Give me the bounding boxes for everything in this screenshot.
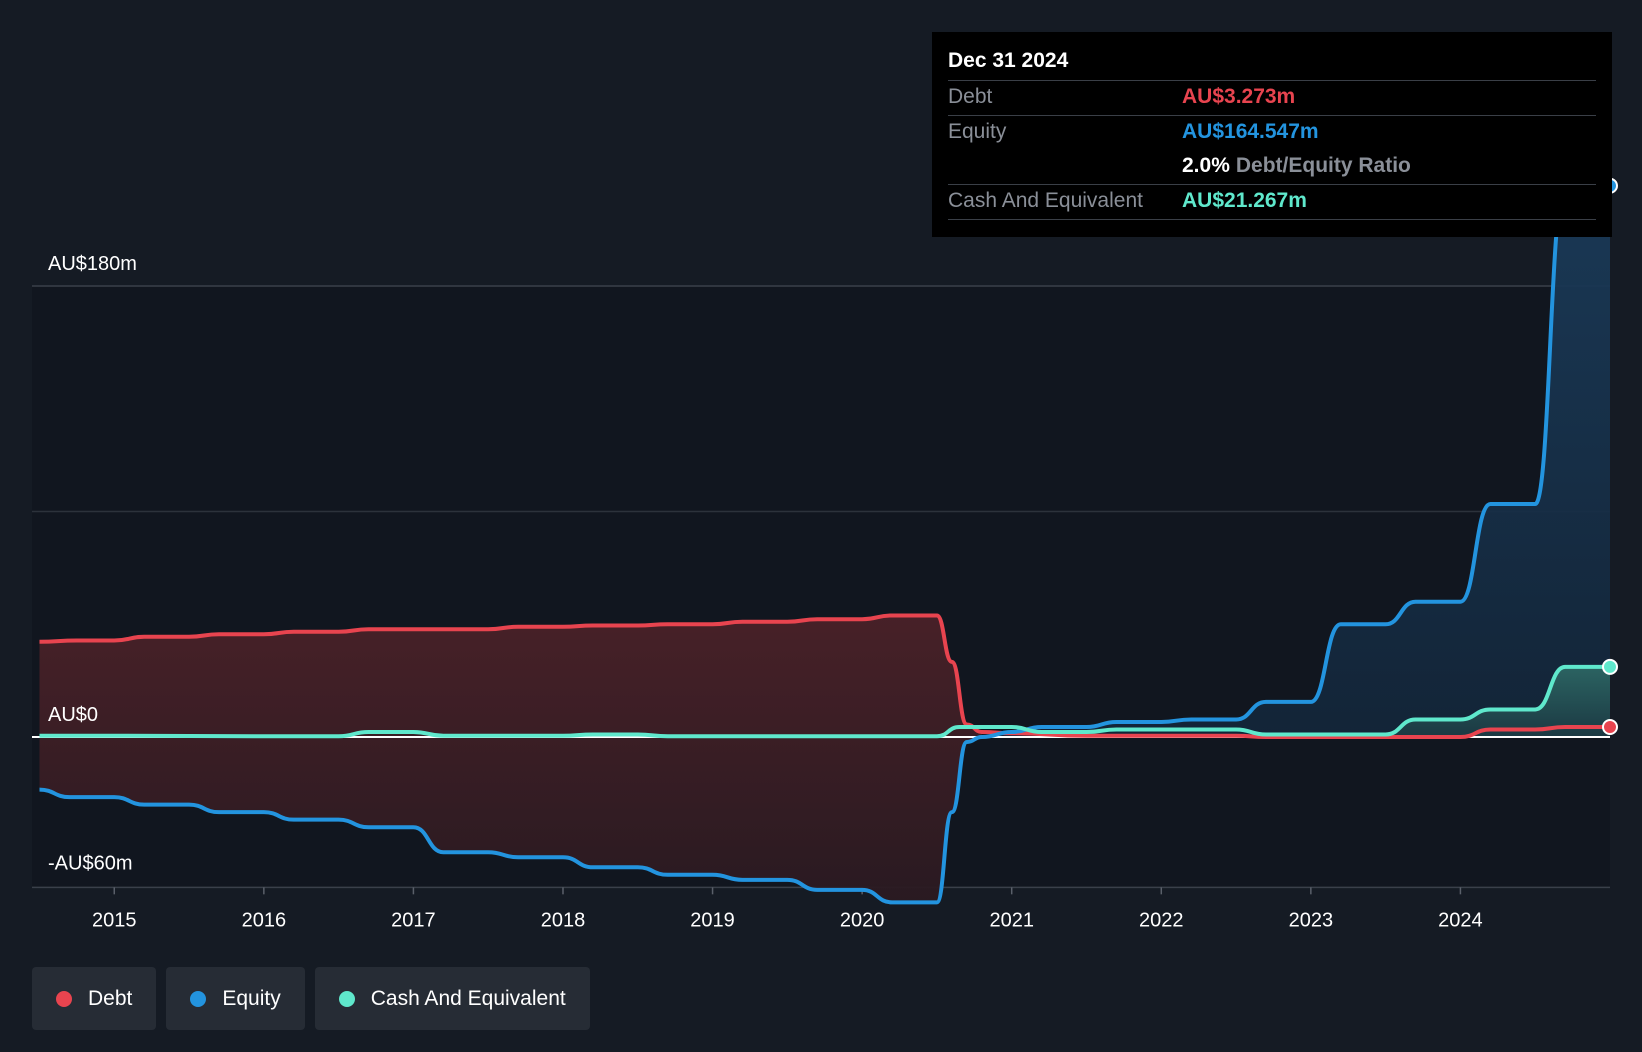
debt-end-marker [1602,718,1618,735]
x-tick-label: 2024 [1438,909,1483,931]
x-tick-label: 2020 [840,909,885,931]
debt-dot-icon [56,990,72,1007]
tooltip-cash-label: Cash And Equivalent [948,189,1143,212]
tooltip-cash-value: AU$21.267m [1182,189,1307,212]
tooltip-equity-label: Equity [948,120,1007,143]
y-axis-bottom-label: -AU$60m [48,852,132,874]
y-axis-zero-label: AU$0 [48,704,98,726]
tooltip-row-cash: Cash And Equivalent AU$21.267m [948,184,1596,220]
tooltip-debt-value: AU$3.273m [1182,85,1296,108]
debt-line [39,613,1610,740]
legend: Debt Equity Cash And Equivalent [32,967,590,1030]
tooltip-row-ratio: 2.0% Debt/Equity Ratio [948,150,1596,184]
equity-line [39,183,1610,905]
legend-item-equity[interactable]: Equity [166,967,305,1030]
tooltip-equity-value: AU$164.547m [1182,120,1319,143]
tooltip-panel: Dec 31 2024 Debt AU$3.273m Equity AU$164… [932,32,1612,237]
x-tick-label: 2017 [391,909,436,931]
x-tick-label: 2022 [1139,909,1184,931]
legend-debt-label: Debt [88,986,133,1010]
x-tick-label: 2019 [690,909,735,931]
y-axis-top-label: AU$180m [48,253,137,275]
equity-dot-icon [190,990,207,1007]
x-tick-label: 2021 [989,909,1034,931]
cash-dot-icon [338,990,355,1007]
legend-equity-label: Equity [222,986,281,1010]
x-tick-label: 2018 [541,909,586,931]
debt-area [39,615,982,903]
equity-area [981,185,1610,737]
legend-item-debt[interactable]: Debt [32,967,157,1030]
cash-line [39,664,1610,739]
cash-end-marker [1602,658,1618,675]
legend-cash-label: Cash And Equivalent [370,986,566,1010]
tooltip-ratio-label: Debt/Equity Ratio [1235,154,1411,177]
x-tick-label: 2015 [92,909,137,931]
x-tick-label: 2016 [242,909,287,931]
x-tick-label: 2023 [1289,909,1334,931]
tooltip-date: Dec 31 2024 [948,49,1069,72]
tooltip-row-equity: Equity AU$164.547m [948,115,1596,150]
tooltip-row-debt: Debt AU$3.273m [948,80,1596,115]
tooltip-ratio-value: 2.0% [1182,154,1230,177]
tooltip-debt-label: Debt [948,85,993,108]
legend-item-cash[interactable]: Cash And Equivalent [314,967,590,1030]
